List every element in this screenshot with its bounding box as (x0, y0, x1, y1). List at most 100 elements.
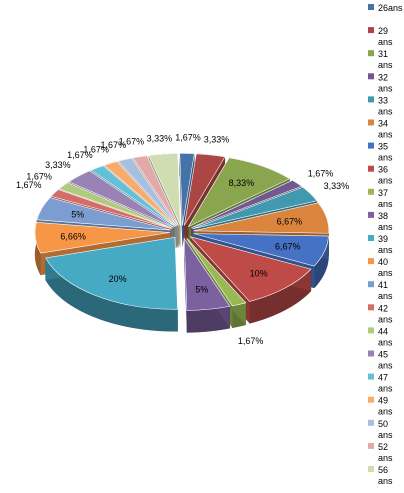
data-label: 3,33% (45, 160, 71, 170)
data-label: 3,33% (147, 133, 173, 143)
data-label: 6,66% (60, 231, 86, 241)
legend-swatch (368, 165, 374, 172)
legend-item: 32 ans (368, 72, 393, 93)
pie-slice (117, 157, 178, 227)
data-label: 6,67% (275, 241, 301, 251)
legend-swatch (368, 50, 374, 57)
pie-labels-layer: 1,67% 3,33%8,33%1,67%3,33%6,67%6,67%10%1,… (16, 133, 349, 346)
legend-swatch (368, 211, 374, 218)
legend-label: 39 ans (378, 234, 393, 255)
legend-item: 33 ans (368, 95, 393, 116)
legend-item: 47 ans (368, 373, 393, 394)
legend-item: 40 ans (368, 257, 393, 278)
legend-label: 50 ans (378, 419, 393, 440)
legend-swatch (368, 73, 374, 80)
data-label: 1,67% (26, 171, 52, 181)
legend-label: 41 ans (378, 280, 393, 301)
legend-item: 34 ans (368, 119, 393, 140)
legend-swatch (368, 119, 374, 126)
pie-slice (90, 165, 176, 227)
pie-slice (193, 233, 329, 267)
pie-slice (132, 155, 179, 226)
legend-swatch (368, 442, 374, 449)
pie-slice (179, 153, 195, 226)
legend-label: 38 ans (378, 211, 393, 232)
legend-label: 26ans (378, 3, 403, 13)
pie-slice (50, 189, 172, 230)
legend-swatch (368, 27, 374, 34)
pie-slice (34, 221, 171, 254)
legend-item: 52 ans (368, 442, 393, 463)
pie-slice (68, 170, 174, 228)
data-label: 8,33% (229, 178, 255, 188)
pie-slice (187, 157, 291, 228)
legend-item: 29 ans (368, 26, 393, 47)
legend-swatch (368, 4, 374, 10)
data-label: 1,67% (175, 133, 201, 143)
data-label: 1,67% (238, 336, 264, 346)
legend-swatch (368, 373, 374, 380)
pie-slice (184, 153, 226, 226)
legend-item: 37 ans (368, 188, 393, 209)
data-label: 1,67% (67, 150, 93, 160)
legend-swatch (368, 235, 374, 241)
legend-label: 52 ans (378, 442, 393, 463)
legend-swatch (368, 281, 374, 288)
pie-slice (148, 153, 181, 226)
legend-label: 31 ans (378, 49, 393, 70)
data-label: 1,67% (83, 144, 109, 154)
legend: 26ans 29 ans 31 ans 32 ans 33 ans 34 ans 35 ans 36 ans… (368, 3, 403, 486)
pie-slice (103, 161, 177, 227)
pie-slice (189, 236, 312, 302)
legend-label: 35 ans (378, 142, 393, 163)
legend-item: 31 ans (368, 49, 393, 70)
legend-label: 37 ans (378, 188, 393, 209)
legend-label: 45 ans (378, 350, 393, 371)
legend-item: 42 ans (368, 303, 393, 324)
legend-item: 41 ans (368, 280, 393, 301)
data-label: 3,33% (324, 181, 350, 191)
data-label: 3,33% (204, 134, 230, 144)
data-label: 5% (71, 209, 84, 219)
legend-swatch (368, 419, 374, 426)
data-label: 1,67% (119, 137, 145, 147)
legend-label: 29 ans (378, 26, 393, 47)
pie-slice (186, 237, 247, 307)
legend-label: 32 ans (378, 72, 393, 93)
legend-swatch (368, 466, 374, 472)
pie-slice (191, 179, 303, 229)
data-label: 1,67% (101, 140, 127, 150)
legend-item: 38 ans (368, 211, 393, 232)
legend-item: 44 ans (368, 326, 393, 347)
legend-item: 26ans (368, 3, 403, 13)
legend-label: 42 ans (378, 303, 393, 324)
data-label: 1,67% (308, 168, 334, 178)
legend-label: 47 ans (378, 373, 393, 394)
pie-slice (192, 186, 318, 230)
legend-swatch (368, 188, 374, 195)
data-label: 6,67% (277, 216, 303, 226)
data-label: 20% (109, 274, 127, 284)
legend-item: 35 ans (368, 142, 393, 163)
pie-slice (193, 202, 330, 234)
legend-swatch (368, 396, 374, 403)
legend-swatch (368, 327, 374, 334)
legend-swatch (368, 258, 374, 265)
pie-top-layer (34, 153, 330, 311)
legend-label: 40 ans (378, 257, 393, 278)
legend-label: 33 ans (378, 95, 393, 116)
legend-label: 56 ans (378, 465, 393, 486)
data-label: 5% (195, 284, 208, 294)
legend-item: 56 ans (368, 465, 393, 486)
legend-item: 45 ans (368, 350, 393, 371)
legend-swatch (368, 96, 374, 103)
legend-item: 49 ans (368, 396, 393, 417)
legend-label: 44 ans (378, 326, 393, 347)
pie-slice (58, 182, 173, 229)
pie-slice (183, 237, 231, 311)
legend-swatch (368, 304, 374, 311)
legend-item: 39 ans (368, 234, 393, 255)
legend-swatch (368, 142, 374, 149)
data-label: 10% (250, 269, 268, 279)
